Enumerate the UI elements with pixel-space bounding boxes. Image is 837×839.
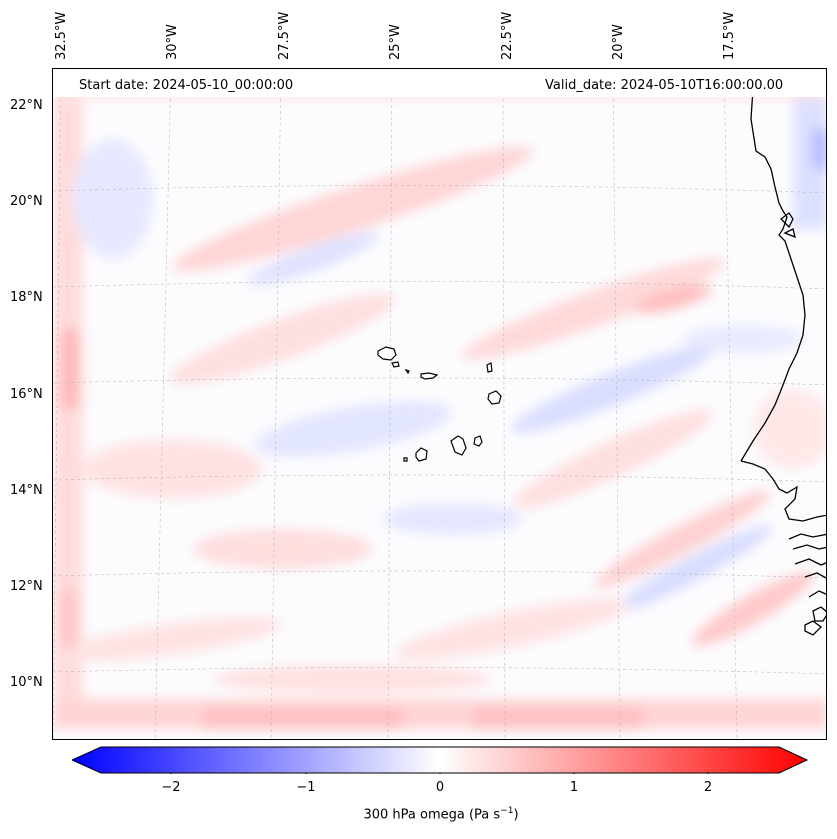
colorbar-label-prefix: 300 hPa omega (Pa s <box>363 807 501 823</box>
colorbar-ramp <box>72 746 808 774</box>
start-date-label: Start date: 2024-05-10_00:00:00 <box>79 78 294 93</box>
lat-label-20n: 20°N <box>10 194 43 209</box>
colorbar-label: 300 hPa omega (Pa s−1) <box>363 806 518 822</box>
header-band <box>53 69 826 97</box>
map-panel[interactable] <box>52 68 827 740</box>
lon-label-30w: 30°W <box>165 24 180 60</box>
graticule <box>53 69 826 739</box>
omega-field <box>53 69 826 729</box>
lat-label-14n: 14°N <box>10 483 43 498</box>
lon-label-27-5w: 27.5°W <box>277 11 292 60</box>
lon-label-22-5w: 22.5°W <box>500 11 515 60</box>
lon-label-20w: 20°W <box>611 24 626 60</box>
lon-label-32-5w: 32.5°W <box>54 11 69 60</box>
colorbar <box>72 746 808 774</box>
cape-verde-islands <box>377 346 502 462</box>
map-canvas <box>53 69 826 739</box>
lat-label-16n: 16°N <box>10 387 43 402</box>
lat-label-22n: 22°N <box>10 98 43 113</box>
cb-tick-label-minus2: −2 <box>161 780 181 795</box>
lon-label-25w: 25°W <box>388 24 403 60</box>
lat-label-12n: 12°N <box>10 579 43 594</box>
valid-date-label: Valid_date: 2024-05-10T16:00:00.00 <box>545 78 784 93</box>
colorbar-label-exponent: −1 <box>500 806 514 816</box>
cb-tick-label-minus1: −1 <box>296 780 316 795</box>
west-africa-coastline <box>740 88 826 636</box>
lat-label-18n: 18°N <box>10 290 43 305</box>
lat-label-10n: 10°N <box>10 675 43 690</box>
cb-tick-label-zero: 0 <box>435 780 445 795</box>
colorbar-label-suffix: ) <box>513 807 519 823</box>
cb-tick-label-plus1: 1 <box>569 780 579 795</box>
cb-tick-label-plus2: 2 <box>703 780 713 795</box>
lon-label-17-5w: 17.5°W <box>722 11 737 60</box>
